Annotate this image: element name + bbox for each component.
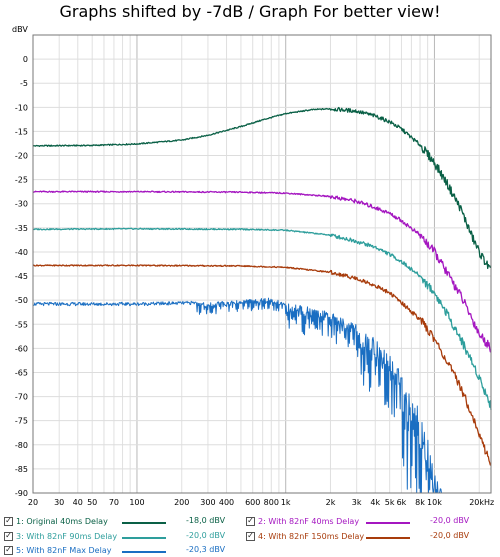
y-tick-label: -20 [15, 152, 28, 161]
legend-item-5[interactable]: ✓ 5: With 82nF Max Delay [4, 543, 111, 557]
y-tick-label: 0 [23, 55, 28, 64]
legend-value-1: -18,0 dBV [186, 516, 226, 525]
y-axis-unit: dBV [12, 25, 28, 34]
y-tick-label: -55 [15, 320, 28, 329]
x-tick-label: 800 [264, 498, 279, 507]
y-tick-label: -45 [15, 272, 28, 281]
legend-label-1: 1: Original 40ms Delay [16, 516, 108, 526]
x-tick-label: 8k [415, 498, 425, 507]
legend-item-2[interactable]: ✓ 2: With 82nF 40ms Delay [246, 514, 359, 528]
x-tick-label: 5k [385, 498, 395, 507]
y-tick-label: -50 [15, 296, 28, 305]
x-tick-label: 10k [427, 498, 442, 507]
x-axis-tick-labels: 20 30 40 50 70 100 200 300 400 600 800 1k 2k 3k 4k 5k 6k… [28, 498, 494, 507]
legend-checkbox-4[interactable]: ✓ [246, 531, 255, 541]
y-tick-label: -5 [20, 79, 28, 88]
legend-item-1[interactable]: ✓ 1: Original 40ms Delay [4, 514, 108, 528]
x-tick-label: 400 [219, 498, 234, 507]
y-tick-label: -30 [15, 200, 28, 209]
x-tick-label: 20 [28, 498, 38, 507]
y-axis-tick-labels: 0 -5 -10 -15 -20 -25 -30 -35 -40 -45 -50 -55 -60 -65 -… [15, 55, 28, 498]
y-tick-label: -90 [15, 489, 28, 498]
y-tick-label: -60 [15, 344, 28, 353]
y-tick-label: -65 [15, 368, 28, 377]
plot-grid [32, 35, 491, 494]
legend-item-3[interactable]: ✓ 3: With 82nF 90ms Delay [4, 529, 117, 543]
legend-value-5: -20,3 dBV [186, 545, 226, 554]
x-tick-label: 3k [352, 498, 362, 507]
y-tick-label: -40 [15, 248, 28, 257]
legend-checkbox-3[interactable]: ✓ [4, 531, 13, 541]
series-line-2 [32, 190, 491, 353]
legend-swatch-1 [122, 522, 166, 524]
y-tick-label: -80 [15, 441, 28, 450]
x-tick-label: 20kHz [469, 498, 494, 507]
legend-checkbox-2[interactable]: ✓ [246, 516, 255, 526]
series-layer [32, 106, 492, 494]
legend-swatch-2 [366, 522, 410, 524]
legend-label-5: 5: With 82nF Max Delay [16, 545, 112, 555]
legend-value-2: -20,0 dBV [430, 516, 470, 525]
x-tick-label: 200 [174, 498, 189, 507]
legend: ✓ 1: Original 40ms Delay -18,0 dBV ✓ 2: … [0, 512, 500, 557]
x-tick-label: 4k [370, 498, 380, 507]
y-tick-label: -75 [15, 417, 28, 426]
y-tick-label: -70 [15, 393, 28, 402]
x-tick-label: 50 [87, 498, 97, 507]
legend-label-2: 2: With 82nF 40ms Delay [258, 516, 360, 526]
x-tick-label: 600 [245, 498, 260, 507]
legend-swatch-4 [366, 537, 410, 539]
series-line-4 [32, 264, 492, 466]
series-line-5 [32, 297, 447, 494]
legend-value-4: -20,0 dBV [430, 531, 470, 540]
y-tick-label: -10 [15, 103, 28, 112]
x-tick-label: 30 [54, 498, 64, 507]
x-tick-label: 70 [109, 498, 119, 507]
series-line-3 [32, 227, 492, 410]
legend-value-3: -20,0 dBV [186, 531, 226, 540]
y-tick-label: -35 [15, 224, 28, 233]
legend-item-4[interactable]: ✓ 4: With 82nF 150ms Delay [246, 529, 364, 543]
y-tick-label: -25 [15, 176, 28, 185]
plot-frame [32, 34, 492, 494]
x-tick-label: 40 [73, 498, 83, 507]
legend-swatch-5 [122, 551, 166, 553]
x-tick-label: 100 [129, 498, 144, 507]
legend-checkbox-1[interactable]: ✓ [4, 516, 13, 526]
legend-label-3: 3: With 82nF 90ms Delay [16, 531, 118, 541]
x-tick-label: 1k [281, 498, 291, 507]
legend-swatch-3 [122, 537, 166, 539]
y-tick-label: -85 [15, 465, 28, 474]
x-tick-label: 2k [326, 498, 336, 507]
y-tick-label: -15 [15, 127, 28, 136]
legend-label-4: 4: With 82nF 150ms Delay [258, 531, 365, 541]
x-tick-label: 6k [397, 498, 407, 507]
x-tick-label: 300 [200, 498, 215, 507]
chart-title: Graphs shifted by -7dB / Graph For bette… [59, 2, 441, 21]
legend-checkbox-5[interactable]: ✓ [4, 545, 13, 555]
frequency-response-chart: dBV 0 -5 -10 -15 -20 -25 -30 -35 -40 -45 -50 -55 -60… [12, 25, 494, 507]
series-line-1 [32, 106, 492, 270]
